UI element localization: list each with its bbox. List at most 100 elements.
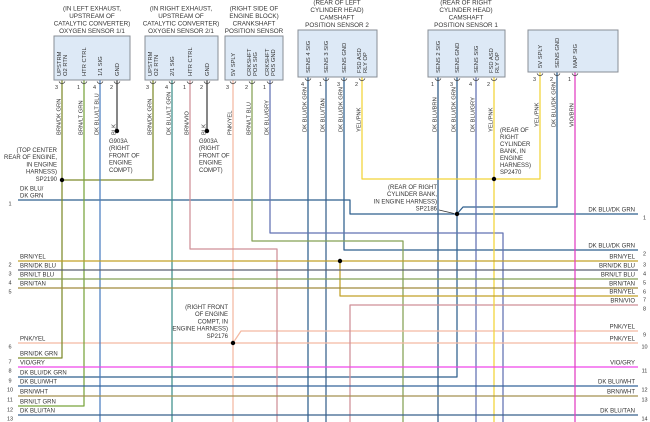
splice-label: RIGHT	[500, 135, 519, 141]
splice-label: ENGINE	[109, 161, 132, 167]
pin-number: 4	[165, 85, 168, 91]
right-wire-label: DK BLU/WHT	[598, 380, 635, 386]
pin-terminal-icon	[203, 81, 211, 85]
splice-label: ENGINE HARNESS)	[172, 327, 228, 333]
left-edge-number-10: 10	[7, 388, 13, 394]
left-wire-label: BRN/TAN	[20, 282, 46, 288]
splice-label: SP2176	[207, 334, 229, 340]
splice-label: ENGINE	[500, 156, 523, 162]
pin-number: 2	[355, 82, 358, 88]
connector-title: UPSTREAM OF	[69, 13, 115, 20]
pin-terminal-icon	[536, 73, 544, 77]
right-edge-number-12: 12	[641, 388, 647, 394]
splice-brnyel-tap-dot	[337, 258, 343, 264]
pin-name: POS GND	[271, 49, 277, 76]
connector-title: ENGINE BLOCK)	[229, 13, 278, 20]
left-wire-label: BRN/DK BLU	[20, 264, 56, 270]
left-edge-number-5: 5	[8, 290, 11, 296]
wire-color-label: BRN/LT BLU	[247, 102, 253, 135]
left-wire-label: PNK/YEL	[20, 337, 46, 343]
splice-label: BANK, IN	[500, 149, 526, 155]
wire-o2l-htr	[18, 80, 85, 407]
connector-title: POSITION SENSOR 1	[434, 22, 498, 29]
left-wire-label: BRN/WHT	[20, 390, 48, 396]
pin-name: SENS 3 SIG	[324, 40, 330, 73]
wire-cam2-gnd-right2	[343, 77, 638, 251]
right-wire-label: BRN/WHT	[607, 390, 635, 396]
connector-title: CYLINDER HEAD)	[439, 7, 492, 14]
pin-terminal-icon	[490, 78, 498, 82]
pin-number: 2	[550, 77, 553, 83]
right-wire-label: VIO/GRY	[610, 361, 635, 367]
left-wire-label: DK GRN	[20, 194, 43, 200]
connector-title: UPSTREAM OF	[158, 13, 204, 20]
right-edge-number-10: 10	[641, 345, 647, 351]
splice-label: IN ENGINE	[26, 162, 57, 168]
pin-number: 3	[55, 85, 58, 91]
connector-title: (IN RIGHT EXHAUST,	[150, 6, 212, 13]
wire-color-label: DK BLU/BRN	[433, 97, 439, 132]
right-wire-label: PNK/YEL	[610, 325, 636, 331]
splice-label: HARNESS)	[500, 163, 531, 169]
splice-label: COMPT, IN	[198, 319, 228, 325]
connector-title: (IN LEFT EXHAUST,	[63, 6, 121, 13]
pin-number: 4	[301, 82, 304, 88]
left-edge-number-11: 11	[7, 398, 13, 404]
wire-color-label: PNK/YEL	[228, 110, 234, 135]
connector-title: CATALYTIC CONVERTER)	[143, 21, 220, 28]
pin-number: 4	[93, 85, 96, 91]
pin-name: CRKSHFT	[247, 48, 253, 76]
left-wire-label: BRN/LT BLU	[20, 273, 54, 279]
pin-terminal-icon	[358, 78, 366, 82]
splice-label: CYLINDER BANK,	[387, 192, 437, 198]
pin-name: 5V SPLY	[538, 45, 544, 68]
right-edge-number-13: 13	[641, 398, 647, 404]
wire-brnvio-right8	[349, 304, 638, 422]
pin-name: SENS GND	[455, 43, 461, 73]
connector-title: CAMSHAFT	[449, 15, 484, 22]
pin-number: 3	[337, 82, 340, 88]
right-edge-number-11: 11	[642, 369, 648, 375]
left-edge-number-12: 12	[7, 408, 13, 414]
left-edge-number-13: 13	[7, 417, 13, 422]
pin-number: 2	[110, 85, 113, 91]
pin-name: O2 RTN	[154, 55, 160, 76]
wire-color-label: BRN/DK GRN	[57, 99, 63, 135]
wire-color-label: DK BLU/GRY	[471, 97, 477, 132]
splice-label: G903A	[109, 139, 128, 145]
right-wire-label: DK BLU/DK GRN	[588, 208, 635, 214]
splice-leader-line	[438, 209, 455, 214]
connector-title: OXYGEN SENSOR 1/1	[59, 28, 125, 35]
pin-name: SENS GND	[342, 43, 348, 73]
splice-label: IN ENGINE HARNESS)	[374, 199, 437, 205]
left-wire-label: DK BLU/	[20, 187, 44, 193]
pin-number: 1	[77, 85, 80, 91]
pin-terminal-icon	[58, 81, 66, 85]
splice-label: (TOP CENTER	[17, 148, 58, 154]
splice-label: OF ENGINE	[195, 312, 228, 318]
splice-label: CYLINDER	[500, 142, 531, 148]
splice-label: HARNESS)	[26, 170, 57, 176]
splice-dot	[114, 128, 120, 134]
pin-name: RLY OP	[495, 52, 501, 73]
right-edge-number-1: 1	[643, 216, 646, 222]
splice-label: FRONT OF	[199, 153, 230, 159]
pin-terminal-icon	[340, 78, 348, 82]
splice-label: FRONT OF	[109, 153, 140, 159]
wire-brnyel-tap	[339, 261, 638, 297]
wire-color-label: DK BLU/TAN	[321, 98, 327, 132]
pin-name: 2/1 SIG	[170, 56, 176, 76]
pin-terminal-icon	[80, 81, 88, 85]
pin-terminal-icon	[168, 81, 176, 85]
pin-name: UPSTRM	[148, 51, 154, 76]
pin-number: 1	[319, 82, 322, 88]
right-edge-number-2: 2	[643, 252, 646, 258]
pin-number: 2	[245, 85, 248, 91]
connector-title: CATALYTIC CONVERTER)	[54, 21, 131, 28]
